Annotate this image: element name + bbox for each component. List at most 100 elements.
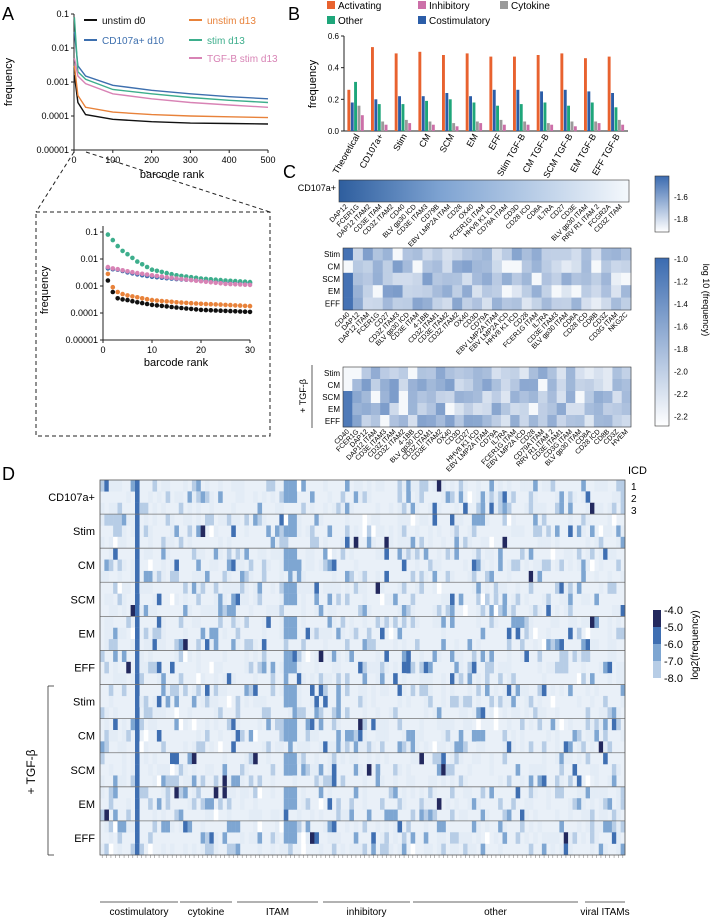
d-heat-cell xyxy=(143,525,149,538)
d-heat-cell xyxy=(581,570,586,583)
d-heat-cell xyxy=(292,820,298,833)
d-heat-cell xyxy=(375,718,381,731)
d-heat-cell xyxy=(419,650,424,663)
zoom-point xyxy=(242,309,248,315)
d-heat-cell xyxy=(432,559,438,572)
d-heat-cell xyxy=(301,741,306,753)
c-heat-cell xyxy=(482,403,492,416)
d-heat-cell xyxy=(485,570,490,583)
d-heat-cell xyxy=(213,548,219,560)
d-heat-cell xyxy=(353,582,359,594)
d-heat-cell xyxy=(572,616,578,628)
d-heat-cell xyxy=(279,661,284,674)
d-heat-cell xyxy=(616,798,621,810)
d-heat-cell xyxy=(463,775,468,788)
d-heat-cell xyxy=(528,480,534,492)
c-heat-cell xyxy=(452,297,463,311)
d-heat-cell xyxy=(152,514,158,526)
d-heat-cell xyxy=(607,570,613,583)
d-heat-cell xyxy=(428,695,433,708)
d-heat-cell xyxy=(191,798,197,810)
d-heat-cell xyxy=(393,639,398,651)
d-heat-cell xyxy=(380,525,385,538)
d-heat-cell xyxy=(226,786,232,799)
d-heat-cell xyxy=(480,491,486,503)
d-heat-cell xyxy=(170,820,175,833)
zoom-point xyxy=(135,270,140,276)
zoom-point xyxy=(159,269,165,275)
c-heat-cell xyxy=(584,415,595,428)
d-heat-cell xyxy=(590,548,595,560)
d-heat-cell xyxy=(415,752,420,765)
c-heat-cell xyxy=(482,260,493,274)
d-heat-cell xyxy=(590,798,595,810)
c-heat-cell xyxy=(382,248,393,261)
d-heat-cell xyxy=(485,684,490,697)
d-heat-cell xyxy=(231,502,236,515)
c-heat-cell xyxy=(422,297,433,311)
d-icd-2: 2 xyxy=(631,494,637,505)
d-heat-cell xyxy=(476,491,481,503)
d-heat-cell xyxy=(489,480,494,492)
c-heat-cell xyxy=(454,379,465,392)
b-bar xyxy=(550,124,554,131)
d-heat-cell xyxy=(445,718,451,731)
d-heat-cell xyxy=(113,525,118,538)
d-heat-cell xyxy=(568,832,573,844)
zoom-point xyxy=(184,300,189,306)
d-heat-cell xyxy=(423,661,429,674)
d-heat-cell xyxy=(406,695,411,708)
d-heat-cell xyxy=(358,718,363,731)
d-heat-cell xyxy=(555,491,560,503)
d-heat-cell xyxy=(240,832,245,844)
d-heat-cell xyxy=(581,832,586,844)
c-heat-cell xyxy=(556,367,567,380)
d-heat-cell xyxy=(345,684,350,697)
d-heat-cell xyxy=(380,684,385,697)
b-bar xyxy=(381,121,385,131)
c-heat-cell xyxy=(565,403,576,416)
d-heat-cell xyxy=(139,502,144,515)
b-category-label: Theoretical xyxy=(331,132,362,176)
d-heat-cell xyxy=(419,786,424,799)
d-heat-cell xyxy=(406,650,411,663)
d-heat-cell xyxy=(174,525,179,538)
d-heat-cell xyxy=(362,514,368,526)
d-heat-cell xyxy=(603,820,608,833)
c-heat-cell xyxy=(370,391,381,404)
b-bar xyxy=(594,121,598,131)
c-heat-cell xyxy=(621,415,632,428)
d-heat-cell xyxy=(244,764,249,776)
d-heat-cell xyxy=(117,514,123,526)
d-heat-cell xyxy=(156,570,162,583)
d-heat-cell xyxy=(327,741,333,753)
b-category-label: EM xyxy=(464,132,479,149)
d-heat-cell xyxy=(546,605,551,617)
d-heat-cell xyxy=(253,650,258,663)
d-heat-cell xyxy=(226,695,232,708)
d-heat-cell xyxy=(104,480,109,492)
d-heat-cell xyxy=(296,650,302,663)
d-heat-cell xyxy=(231,639,236,651)
zoom-point xyxy=(179,300,184,305)
d-row-label: EFF xyxy=(74,663,95,675)
d-heat-cell xyxy=(327,752,333,765)
c-cbar1-tick-2: -1.8 xyxy=(674,215,688,224)
d-heat-cell xyxy=(423,832,429,844)
d-heat-cell xyxy=(616,627,621,640)
d-heat-cell xyxy=(380,775,385,788)
d-heat-cell xyxy=(135,809,140,822)
d-heat-cell xyxy=(581,786,586,799)
d-heat-cell xyxy=(191,570,197,583)
d-heat-cell xyxy=(590,741,595,753)
d-heat-cell xyxy=(266,718,271,731)
d-heat-cell xyxy=(590,786,595,799)
d-heat-cell xyxy=(559,650,564,663)
d-heat-cell xyxy=(209,764,214,776)
d-heat-cell xyxy=(616,809,621,822)
d-heat-cell xyxy=(585,752,591,765)
d-heat-cell xyxy=(283,661,289,674)
d-heat-cell xyxy=(458,809,464,822)
d-heat-cell xyxy=(283,582,289,594)
d-heat-cell xyxy=(620,605,626,617)
